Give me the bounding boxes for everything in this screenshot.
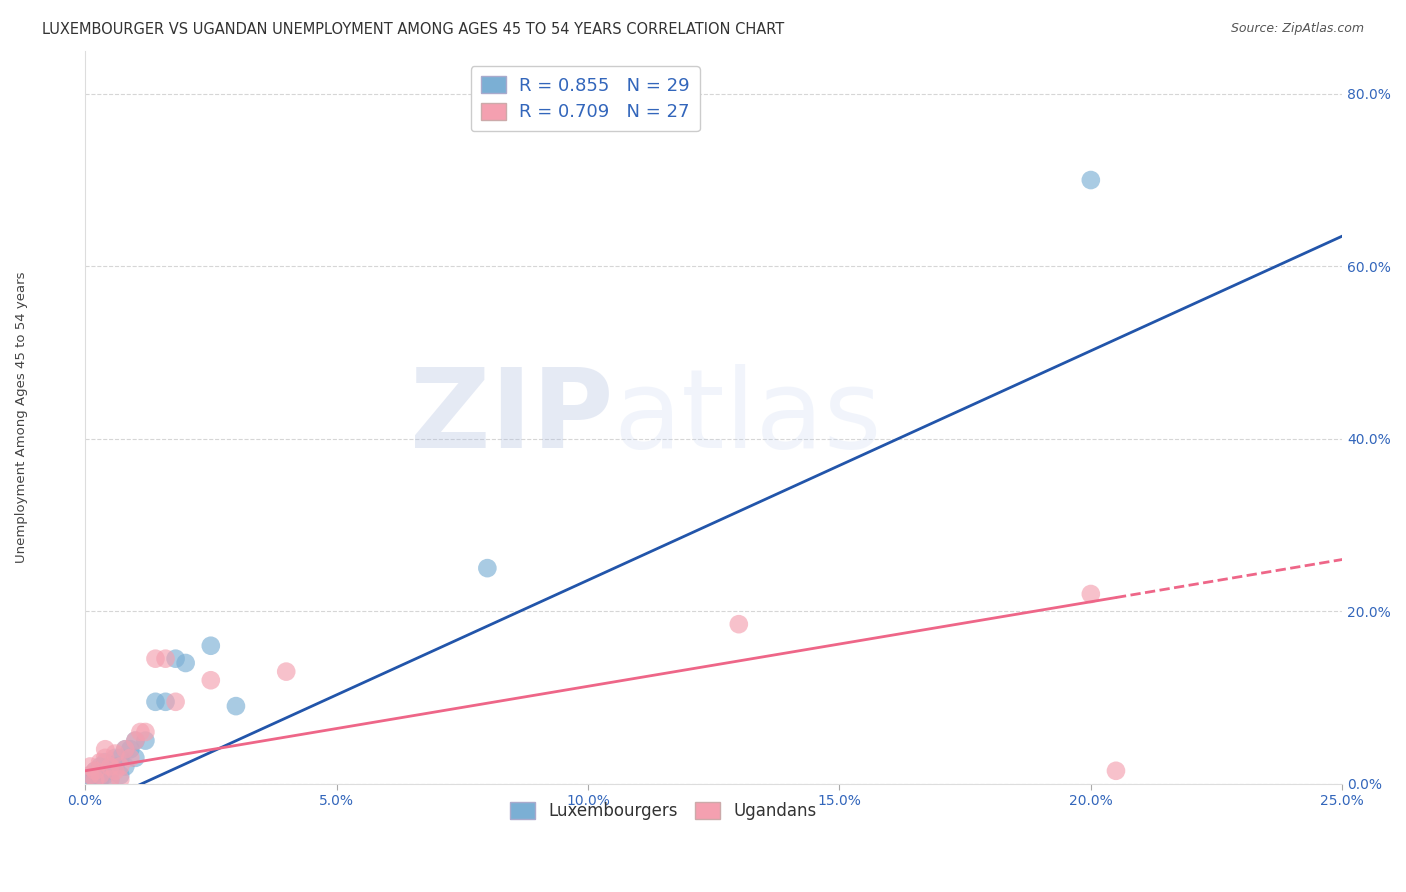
Point bbox=[114, 742, 136, 756]
Point bbox=[110, 768, 132, 782]
Point bbox=[104, 759, 127, 773]
Point bbox=[84, 764, 107, 778]
Point bbox=[79, 772, 101, 787]
Point bbox=[89, 755, 111, 769]
Point bbox=[124, 733, 146, 747]
Text: Source: ZipAtlas.com: Source: ZipAtlas.com bbox=[1230, 22, 1364, 36]
Point bbox=[134, 725, 156, 739]
Point bbox=[477, 561, 499, 575]
Point bbox=[98, 764, 121, 778]
Point bbox=[89, 772, 111, 787]
Point bbox=[98, 772, 121, 787]
Legend: Luxembourgers, Ugandans: Luxembourgers, Ugandans bbox=[503, 795, 823, 827]
Point bbox=[174, 656, 197, 670]
Y-axis label: Unemployment Among Ages 45 to 54 years: Unemployment Among Ages 45 to 54 years bbox=[15, 271, 28, 563]
Point bbox=[120, 751, 142, 765]
Point bbox=[114, 742, 136, 756]
Point bbox=[145, 695, 167, 709]
Point bbox=[79, 759, 101, 773]
Point bbox=[124, 751, 146, 765]
Text: LUXEMBOURGER VS UGANDAN UNEMPLOYMENT AMONG AGES 45 TO 54 YEARS CORRELATION CHART: LUXEMBOURGER VS UGANDAN UNEMPLOYMENT AMO… bbox=[42, 22, 785, 37]
Point bbox=[1080, 587, 1102, 601]
Point bbox=[104, 751, 127, 765]
Point bbox=[727, 617, 749, 632]
Point bbox=[276, 665, 298, 679]
Point bbox=[200, 673, 222, 688]
Point bbox=[79, 768, 101, 782]
Point bbox=[120, 742, 142, 756]
Point bbox=[84, 764, 107, 778]
Point bbox=[1105, 764, 1128, 778]
Point bbox=[94, 751, 117, 765]
Point bbox=[110, 751, 132, 765]
Point bbox=[104, 764, 127, 778]
Point bbox=[94, 755, 117, 769]
Point bbox=[110, 759, 132, 773]
Point bbox=[114, 759, 136, 773]
Point bbox=[134, 733, 156, 747]
Text: ZIP: ZIP bbox=[409, 364, 613, 471]
Point bbox=[165, 695, 187, 709]
Point bbox=[89, 768, 111, 782]
Text: atlas: atlas bbox=[613, 364, 882, 471]
Point bbox=[89, 768, 111, 782]
Point bbox=[110, 772, 132, 787]
Point bbox=[225, 699, 247, 714]
Point bbox=[145, 651, 167, 665]
Point bbox=[98, 759, 121, 773]
Point bbox=[124, 733, 146, 747]
Point bbox=[165, 651, 187, 665]
Point bbox=[155, 651, 177, 665]
Point bbox=[1080, 173, 1102, 187]
Point bbox=[84, 772, 107, 787]
Point bbox=[104, 747, 127, 761]
Point bbox=[98, 772, 121, 787]
Point bbox=[89, 759, 111, 773]
Point bbox=[129, 725, 152, 739]
Point bbox=[79, 768, 101, 782]
Point bbox=[84, 772, 107, 787]
Point bbox=[94, 768, 117, 782]
Point bbox=[200, 639, 222, 653]
Point bbox=[155, 695, 177, 709]
Point bbox=[94, 742, 117, 756]
